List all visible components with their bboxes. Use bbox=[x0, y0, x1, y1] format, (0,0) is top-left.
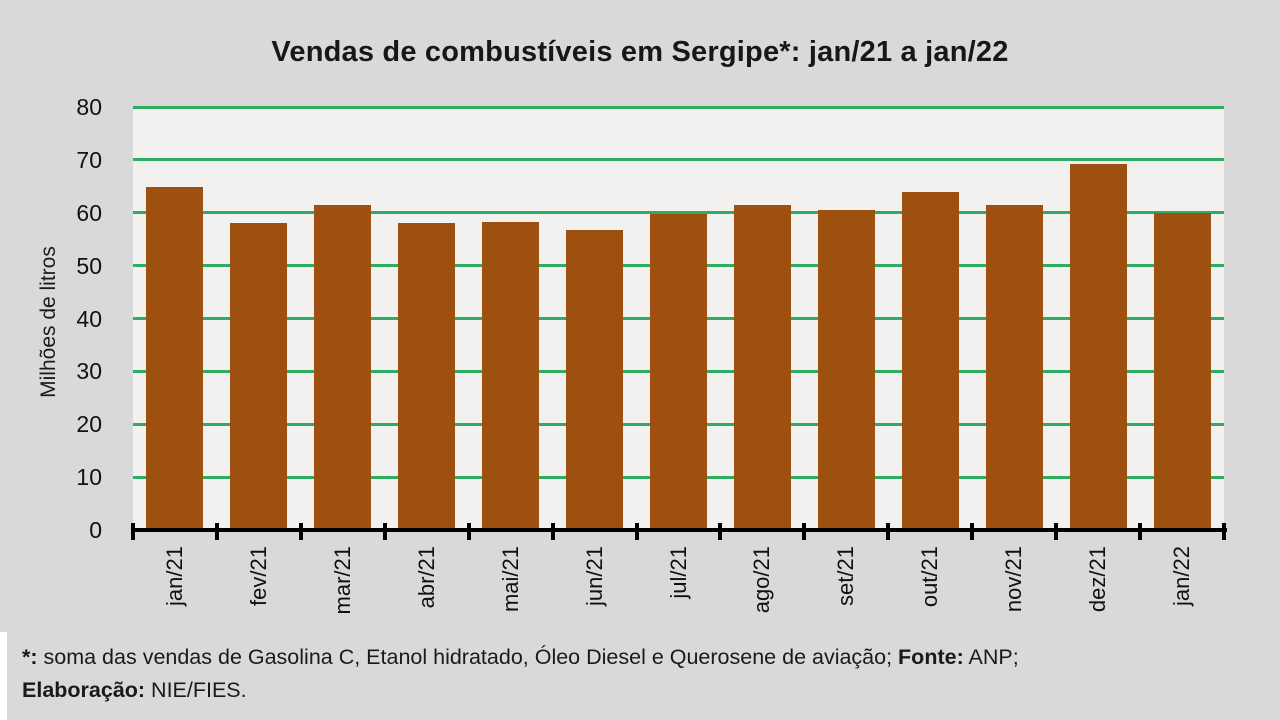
y-axis-tick-label-40: 40 bbox=[76, 305, 102, 332]
y-axis-tick-label-60: 60 bbox=[76, 199, 102, 226]
x-axis-label-nov-21: nov/21 bbox=[1001, 546, 1027, 613]
x-axis-tick-mark-13 bbox=[1222, 523, 1226, 540]
bar-fev-21 bbox=[230, 223, 288, 530]
y-axis-tick-label-0: 0 bbox=[89, 517, 102, 543]
gridline-80 bbox=[133, 105, 1224, 109]
bar-nov-21 bbox=[985, 204, 1043, 530]
chart-title: Vendas de combustíveis em Sergipe*: jan/… bbox=[271, 36, 1009, 68]
fonte-label: Fonte: bbox=[898, 645, 964, 669]
x-axis-tick-mark-2 bbox=[298, 523, 303, 540]
bar-jun-21 bbox=[566, 230, 624, 530]
x-axis-tick-mark-0 bbox=[131, 523, 135, 540]
y-axis-tick-label-30: 30 bbox=[76, 358, 102, 385]
x-axis-tick-mark-3 bbox=[382, 523, 387, 540]
x-axis-tick-mark-9 bbox=[886, 523, 891, 540]
x-axis-tick-mark-12 bbox=[1138, 523, 1143, 540]
bar-jan-21 bbox=[146, 187, 204, 530]
plot-area bbox=[133, 105, 1224, 530]
x-axis-tick-mark-11 bbox=[1054, 523, 1059, 540]
bar-set-21 bbox=[817, 210, 875, 530]
elaboracao-label: Elaboração: bbox=[22, 678, 146, 702]
x-axis-tick-mark-8 bbox=[802, 523, 807, 540]
footnote: *: soma das vendas de Gasolina C, Etanol… bbox=[22, 641, 1262, 707]
bar-jan-22 bbox=[1153, 212, 1211, 530]
elaboracao-text: NIE/FIES. bbox=[145, 678, 247, 702]
x-axis-label-abr-21: abr/21 bbox=[413, 546, 439, 609]
y-axis-tick-label-20: 20 bbox=[76, 411, 102, 438]
x-axis-line bbox=[131, 528, 1227, 532]
x-axis-tick-mark-1 bbox=[214, 523, 219, 540]
y-axis-tick-label-10: 10 bbox=[76, 464, 102, 491]
gridline-60 bbox=[133, 211, 1224, 215]
x-axis-label-jul-21: jul/21 bbox=[665, 546, 691, 599]
bar-dez-21 bbox=[1069, 163, 1127, 530]
x-axis-tick-mark-6 bbox=[634, 523, 639, 540]
x-axis-tick-mark-10 bbox=[970, 523, 975, 540]
x-axis-tick-mark-7 bbox=[718, 523, 723, 540]
y-axis-tick-label-80: 80 bbox=[76, 94, 102, 120]
x-axis-label-out-21: out/21 bbox=[917, 546, 943, 608]
x-axis-tick-mark-4 bbox=[466, 523, 471, 540]
x-axis-label-set-21: set/21 bbox=[833, 546, 859, 606]
x-axis-label-ago-21: ago/21 bbox=[749, 546, 775, 614]
y-axis-tick-label-70: 70 bbox=[76, 146, 102, 173]
footnote-line-2: Elaboração: NIE/FIES. bbox=[22, 674, 1262, 707]
bar-mai-21 bbox=[482, 221, 540, 530]
star-label: *: bbox=[22, 645, 38, 669]
x-axis-label-mai-21: mai/21 bbox=[497, 546, 523, 613]
star-text: soma das vendas de Gasolina C, Etanol hi… bbox=[37, 645, 899, 669]
left-edge-artifact bbox=[0, 632, 7, 720]
x-axis-label-dez-21: dez/21 bbox=[1085, 546, 1111, 613]
gridline-70 bbox=[133, 158, 1224, 162]
y-axis-tick-label-50: 50 bbox=[76, 252, 102, 279]
x-axis-label-fev-21: fev/21 bbox=[245, 546, 271, 606]
x-axis-label-jan-21: jan/21 bbox=[161, 546, 187, 606]
x-axis-label-jan-22: jan/22 bbox=[1169, 546, 1195, 606]
bar-abr-21 bbox=[398, 222, 456, 530]
bar-ago-21 bbox=[733, 204, 791, 530]
fonte-text: ANP; bbox=[963, 645, 1019, 669]
bar-jul-21 bbox=[650, 213, 707, 530]
footnote-line-1: *: soma das vendas de Gasolina C, Etanol… bbox=[22, 641, 1262, 674]
bar-out-21 bbox=[901, 191, 959, 530]
bar-mar-21 bbox=[314, 204, 372, 530]
x-axis-label-mar-21: mar/21 bbox=[329, 546, 355, 615]
x-axis-tick-mark-5 bbox=[550, 523, 555, 540]
x-axis-label-jun-21: jun/21 bbox=[581, 546, 607, 606]
